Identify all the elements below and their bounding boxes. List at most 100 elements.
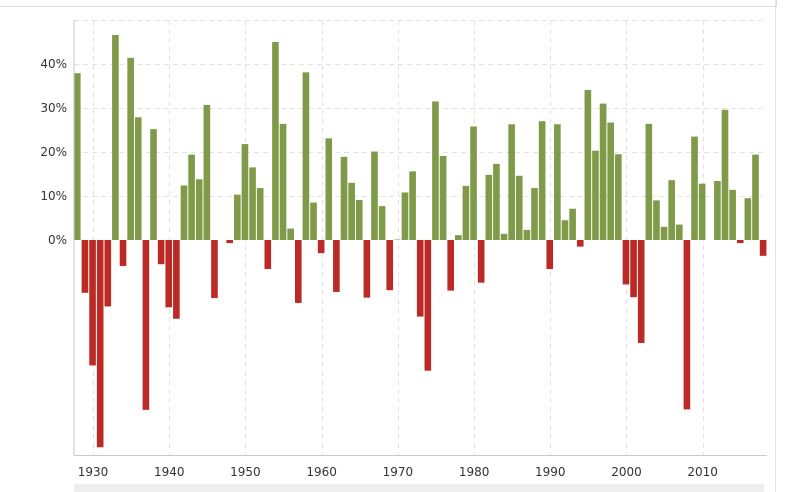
bar-1997 xyxy=(599,103,607,240)
tick-labels: 0% 10% 20% 30% 40% 1930 1940 1950 1960 1970 1980 19… xyxy=(40,57,718,479)
bar-1941 xyxy=(173,240,180,319)
x-tick-label: 1990 xyxy=(535,465,566,479)
x-tick-label: 1980 xyxy=(459,465,490,479)
bar-2003 xyxy=(645,123,653,240)
bars xyxy=(74,34,767,448)
bar-1934 xyxy=(119,240,127,266)
bar-1978 xyxy=(455,235,462,240)
bar-2006 xyxy=(668,180,675,240)
bar-1946 xyxy=(211,240,218,299)
bar-1964 xyxy=(348,182,355,240)
bar-2017 xyxy=(752,154,759,240)
bar-1953 xyxy=(264,240,272,270)
bar-1938 xyxy=(150,129,157,240)
y-tick-label: 0% xyxy=(48,233,67,247)
x-tick-label: 2010 xyxy=(687,465,718,479)
bar-1932 xyxy=(104,240,112,307)
bar-1939 xyxy=(157,240,165,265)
bar-1928 xyxy=(74,73,81,241)
bar-2010 xyxy=(698,183,706,240)
x-tick-label: 1960 xyxy=(306,465,337,479)
bar-1963 xyxy=(340,156,348,240)
bar-1967 xyxy=(371,151,378,240)
bar-1996 xyxy=(592,150,599,240)
bar-1930 xyxy=(89,240,96,366)
x-tick-label: 2000 xyxy=(611,465,642,479)
bar-1936 xyxy=(134,117,142,240)
right-frame-border xyxy=(775,0,776,492)
bar-1993 xyxy=(569,208,576,240)
y-tick-label: 40% xyxy=(40,57,67,71)
bar-2015 xyxy=(736,240,744,244)
bar-2016 xyxy=(744,198,752,240)
bar-1982 xyxy=(485,174,493,240)
bar-1962 xyxy=(333,240,340,292)
bar-1933 xyxy=(112,34,119,241)
bar-1981 xyxy=(477,240,485,283)
bar-1969 xyxy=(386,240,394,291)
bar-2007 xyxy=(675,224,683,240)
bar-1957 xyxy=(294,240,302,303)
y-tick-label: 10% xyxy=(40,189,67,203)
bar-1931 xyxy=(96,240,104,448)
bar-1954 xyxy=(272,42,279,240)
bar-2002 xyxy=(637,240,645,343)
bar-1976 xyxy=(439,155,447,240)
bar-1973 xyxy=(416,240,424,317)
bar-1942 xyxy=(180,185,188,240)
bar-1960 xyxy=(317,240,325,254)
axes xyxy=(73,20,767,456)
bar-1949 xyxy=(234,194,241,240)
bar-1961 xyxy=(325,138,333,240)
horizontal-scrollbar[interactable] xyxy=(74,484,764,492)
bar-1940 xyxy=(165,240,173,308)
bar-2014 xyxy=(729,189,736,240)
bar-1945 xyxy=(203,104,211,240)
bar-1988 xyxy=(531,188,538,240)
bar-1989 xyxy=(538,121,546,240)
bar-1985 xyxy=(508,124,515,240)
annual-returns-bar-chart: 0% 10% 20% 30% 40% 1930 1940 1950 1960 1970 1980 19… xyxy=(40,20,767,479)
bar-1990 xyxy=(546,240,554,270)
bar-1959 xyxy=(310,202,317,240)
bar-2001 xyxy=(630,240,637,298)
bar-1950 xyxy=(241,144,249,240)
bar-1974 xyxy=(424,240,432,371)
bar-2008 xyxy=(683,240,691,410)
bar-1977 xyxy=(447,240,454,291)
bar-2013 xyxy=(721,109,729,240)
bar-1956 xyxy=(287,228,294,240)
bar-1951 xyxy=(249,167,256,240)
bar-1991 xyxy=(554,124,561,240)
bar-1966 xyxy=(363,240,371,298)
bar-1948 xyxy=(226,240,234,244)
bar-2009 xyxy=(691,136,698,240)
bar-1998 xyxy=(607,122,615,240)
bar-1971 xyxy=(401,192,409,240)
bar-1937 xyxy=(142,240,150,410)
bar-2004 xyxy=(653,200,660,240)
x-tick-label: 1970 xyxy=(383,465,414,479)
bar-2018 xyxy=(759,240,767,256)
top-frame-border xyxy=(0,0,777,7)
bar-2005 xyxy=(660,226,668,240)
bar-1929 xyxy=(81,240,89,293)
x-tick-label: 1940 xyxy=(154,465,185,479)
bar-1995 xyxy=(584,89,592,241)
bar-1980 xyxy=(470,126,477,240)
bar-2000 xyxy=(622,240,630,285)
bar-1968 xyxy=(378,206,386,240)
bar-1943 xyxy=(188,154,195,240)
bar-1955 xyxy=(279,123,287,240)
bar-1972 xyxy=(409,171,416,240)
bar-1965 xyxy=(355,199,363,240)
bar-1958 xyxy=(302,72,310,240)
bar-1999 xyxy=(615,154,622,240)
bar-1983 xyxy=(493,163,500,240)
y-tick-label: 30% xyxy=(40,101,67,115)
bar-1992 xyxy=(561,220,569,240)
x-tick-label: 1930 xyxy=(78,465,109,479)
bar-1944 xyxy=(195,179,203,240)
bar-1979 xyxy=(462,185,470,240)
bar-1975 xyxy=(432,101,439,241)
